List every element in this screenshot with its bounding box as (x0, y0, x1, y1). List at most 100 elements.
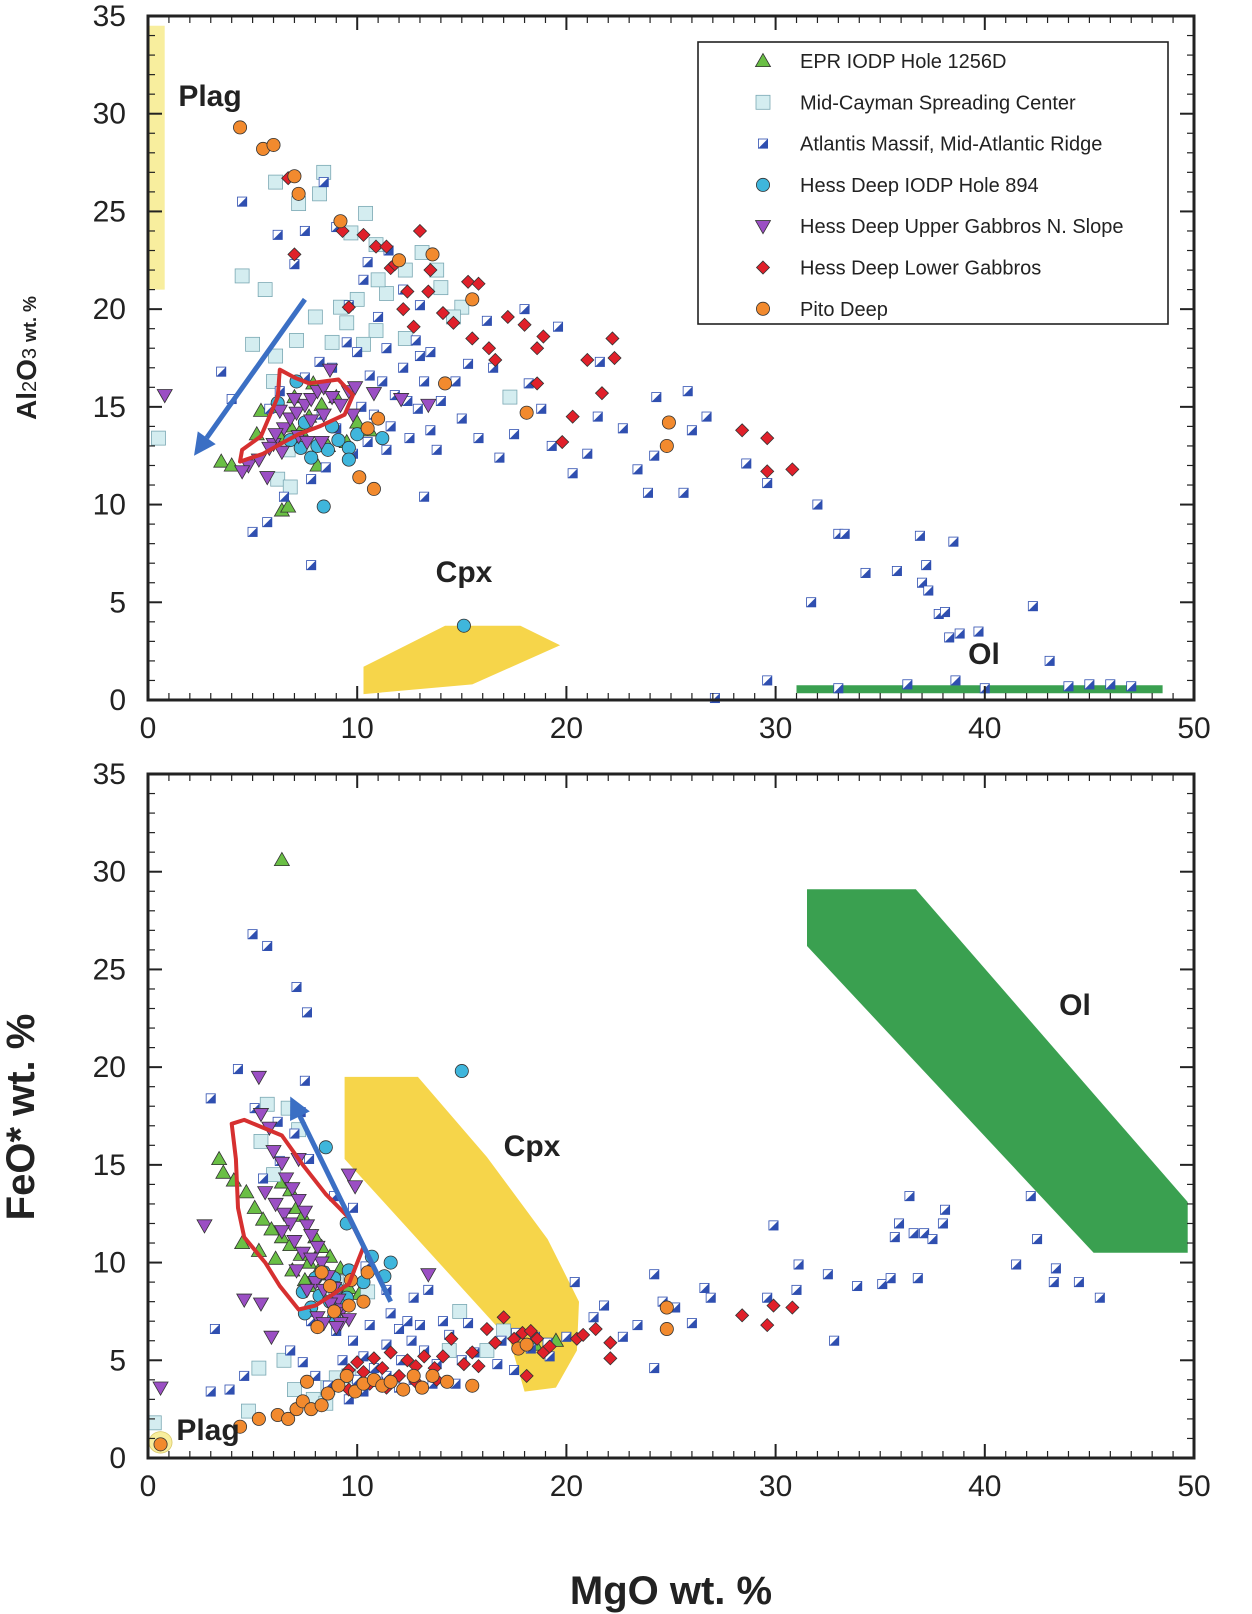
data-point (829, 1335, 840, 1346)
data-point (940, 607, 951, 618)
data-point (286, 393, 303, 408)
data-point (358, 1351, 369, 1362)
data-point (265, 1145, 282, 1160)
data-point (944, 632, 955, 643)
data-point (282, 479, 298, 495)
y-tick-label: 25 (93, 953, 126, 986)
legend-marker (755, 260, 771, 275)
data-point (885, 1273, 896, 1284)
x-tick-label: 50 (1177, 712, 1210, 745)
data-point (450, 376, 461, 387)
data-point (332, 398, 349, 414)
y-tick-label: 25 (93, 195, 126, 228)
data-point (316, 499, 331, 514)
data-point (331, 1378, 346, 1393)
plag-label: Plag (178, 80, 241, 113)
data-point (1094, 1292, 1105, 1303)
data-point (314, 1398, 329, 1413)
data-point (341, 452, 356, 467)
data-point (339, 1368, 354, 1383)
data-point (237, 196, 248, 207)
data-point (333, 214, 348, 229)
data-point (701, 411, 712, 422)
data-point (252, 1108, 270, 1123)
data-point (921, 560, 932, 571)
data-point (431, 444, 442, 455)
data-point (463, 358, 474, 369)
data-point (152, 1381, 169, 1396)
data-point (375, 431, 390, 446)
data-point (252, 1297, 270, 1312)
data-point (216, 366, 227, 377)
data-point (302, 1252, 320, 1267)
data-point (766, 1298, 781, 1313)
data-point (383, 1374, 398, 1389)
data-point (414, 351, 425, 362)
data-point (298, 436, 316, 451)
data-point (632, 464, 643, 475)
legend-marker (754, 220, 772, 235)
cpx-field (363, 625, 561, 695)
data-point (894, 1218, 905, 1229)
data-point (659, 438, 674, 453)
data-point (950, 675, 961, 686)
data-point (682, 386, 693, 397)
panel-al2o3-vs-mgo: Plag Cpx Ol 0 10 20 30 40 50 0 5 10 15 20 25 30 35 Al2O3w… (11, 0, 1211, 745)
data-point (760, 431, 775, 446)
data-point (299, 1374, 314, 1389)
data-point (471, 276, 486, 291)
data-point (289, 1128, 300, 1139)
data-point (306, 474, 317, 485)
data-point (914, 530, 925, 541)
data-point (365, 387, 383, 402)
data-point (368, 323, 384, 339)
x-tick-label: 20 (550, 1470, 583, 1503)
data-point (686, 1318, 697, 1329)
y-tick-label: 5 (109, 586, 126, 619)
data-point (356, 227, 371, 242)
data-point (833, 683, 844, 694)
data-point (210, 1150, 228, 1166)
data-point (257, 282, 273, 298)
data-point (310, 1320, 325, 1335)
data-point (412, 223, 428, 239)
y-tick-label: 30 (93, 98, 126, 131)
x-tick-label: 10 (341, 712, 374, 745)
data-point (473, 433, 484, 444)
data-point (404, 433, 415, 444)
data-point (607, 350, 622, 366)
data-point (463, 1318, 474, 1329)
data-point (291, 186, 306, 201)
panel-feo-vs-mgo: Plag Cpx Ol 0 10 20 30 40 50 0 5 10 15 20 25 30 35 FeO* w… (0, 758, 1211, 1613)
data-point (318, 1140, 333, 1155)
data-point (256, 1186, 274, 1201)
data-point (530, 376, 545, 391)
data-point (313, 1256, 330, 1271)
plag-field (148, 25, 165, 290)
data-point (1027, 601, 1038, 612)
data-point (437, 1316, 448, 1327)
data-point (421, 284, 436, 299)
data-point (281, 1411, 296, 1426)
y-tick-label: 35 (93, 758, 126, 791)
data-point (420, 398, 437, 414)
data-point (307, 1276, 324, 1291)
data-point (1050, 1263, 1061, 1274)
data-point (973, 626, 984, 637)
data-point (661, 415, 676, 430)
data-point (705, 1292, 716, 1303)
plag-label: Plag (176, 1414, 239, 1447)
data-point (287, 1382, 302, 1397)
data-point (1032, 1234, 1043, 1245)
data-point (267, 1250, 284, 1265)
data-point (307, 309, 323, 325)
data-point (425, 347, 436, 358)
data-point (1073, 1277, 1084, 1288)
data-point (385, 1308, 396, 1319)
data-point (479, 1321, 494, 1337)
data-point (496, 1310, 511, 1325)
data-point (366, 1351, 382, 1366)
data-point (565, 409, 580, 424)
y-tick-label: 0 (109, 684, 126, 717)
